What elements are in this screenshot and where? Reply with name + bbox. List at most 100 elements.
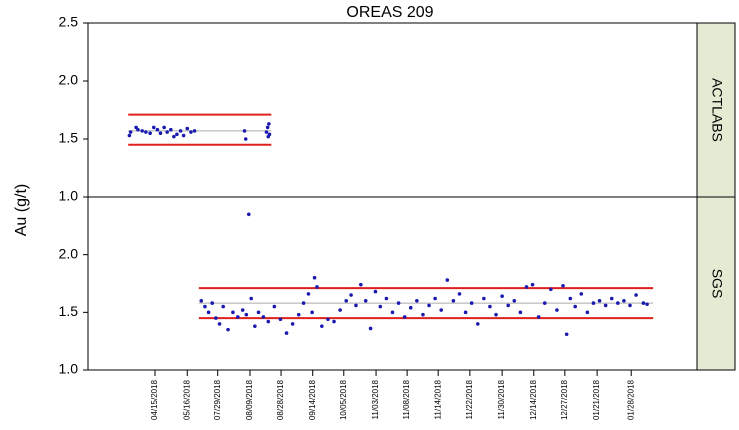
data-point [408, 305, 413, 310]
data-point [518, 310, 523, 315]
data-point [451, 299, 456, 303]
data-point [221, 304, 225, 309]
data-point [267, 132, 272, 137]
x-tick-label: 07/29/2018 [213, 379, 222, 420]
data-point [246, 212, 251, 217]
data-point [384, 296, 389, 301]
data-point [290, 322, 295, 326]
x-tick-label: 08/09/2018 [245, 379, 254, 420]
data-point [500, 294, 504, 298]
data-point [390, 310, 395, 315]
data-point [265, 125, 270, 130]
data-point [240, 308, 245, 312]
y-tick-label: 2.0 [59, 72, 79, 88]
data-point [165, 130, 169, 134]
data-point [634, 293, 638, 297]
data-point [354, 303, 358, 308]
data-point [359, 282, 363, 287]
data-point [256, 310, 261, 315]
data-point [272, 304, 277, 309]
data-point [185, 126, 190, 131]
data-point [463, 310, 468, 315]
y-tick-label: 1.0 [59, 188, 79, 204]
x-tick-label: 11/14/2018 [433, 379, 442, 419]
data-point [127, 133, 132, 138]
data-point [267, 122, 271, 126]
x-tick-label: 11/22/2018 [465, 379, 474, 419]
data-point [217, 322, 222, 326]
y-tick-label: 1.5 [59, 130, 79, 146]
x-tick-label: 11/03/2018 [371, 379, 380, 419]
data-point [512, 299, 517, 303]
data-point [284, 331, 289, 335]
x-tick-label: 11/08/2018 [402, 379, 411, 419]
data-point [609, 296, 614, 301]
data-point [155, 127, 160, 132]
data-point [433, 296, 437, 301]
data-point [151, 125, 156, 130]
data-point [378, 304, 383, 309]
data-point [494, 312, 498, 317]
data-point [326, 317, 330, 322]
data-point [301, 301, 306, 305]
data-point [172, 134, 176, 139]
chart-title: OREAS 209 [346, 4, 433, 21]
data-point [338, 308, 342, 312]
x-tick-label: 05/16/2018 [182, 379, 191, 420]
data-point [561, 284, 565, 288]
data-point [585, 310, 590, 315]
x-tick-label: 01/28/2018 [626, 379, 635, 420]
data-point [320, 324, 324, 328]
data-point [175, 132, 179, 137]
data-point [542, 301, 547, 305]
data-point [488, 304, 492, 309]
data-point [312, 275, 317, 280]
data-point [603, 303, 608, 308]
data-point [243, 137, 248, 141]
data-point [645, 302, 649, 307]
data-point [162, 125, 166, 130]
x-tick-label: 08/28/2018 [276, 379, 285, 420]
data-point [332, 319, 336, 324]
data-point [368, 326, 373, 331]
data-point [421, 312, 425, 317]
y-axis-label: Au (g/t) [13, 184, 30, 236]
data-point [506, 303, 511, 308]
data-point [524, 285, 529, 289]
data-point [148, 131, 152, 135]
data-point [158, 131, 163, 135]
data-point [189, 130, 193, 134]
data-point [564, 332, 569, 337]
data-point [579, 292, 584, 296]
data-point [253, 324, 257, 328]
data-point [536, 315, 541, 319]
data-point [140, 129, 145, 133]
data-point [310, 310, 314, 315]
data-point [278, 317, 283, 322]
data-point [169, 127, 173, 132]
data-point [249, 296, 254, 301]
data-point [555, 308, 559, 312]
x-tick-label: 12/27/2018 [560, 379, 569, 420]
data-point [144, 130, 148, 134]
data-point [266, 319, 271, 324]
data-point [306, 292, 311, 296]
data-point [210, 301, 215, 305]
data-point [178, 129, 183, 133]
data-point [236, 315, 240, 319]
data-point [181, 133, 186, 138]
data-point [475, 322, 480, 326]
data-point [402, 315, 407, 319]
data-point [439, 308, 444, 312]
data-point [344, 299, 349, 303]
panel-label: ACTLABS [709, 78, 725, 142]
data-point [573, 304, 577, 309]
data-point [192, 129, 197, 133]
data-point [363, 299, 368, 303]
data-point [214, 316, 218, 320]
data-point [530, 282, 535, 287]
data-point [427, 303, 431, 308]
panel-strip [696, 196, 736, 371]
